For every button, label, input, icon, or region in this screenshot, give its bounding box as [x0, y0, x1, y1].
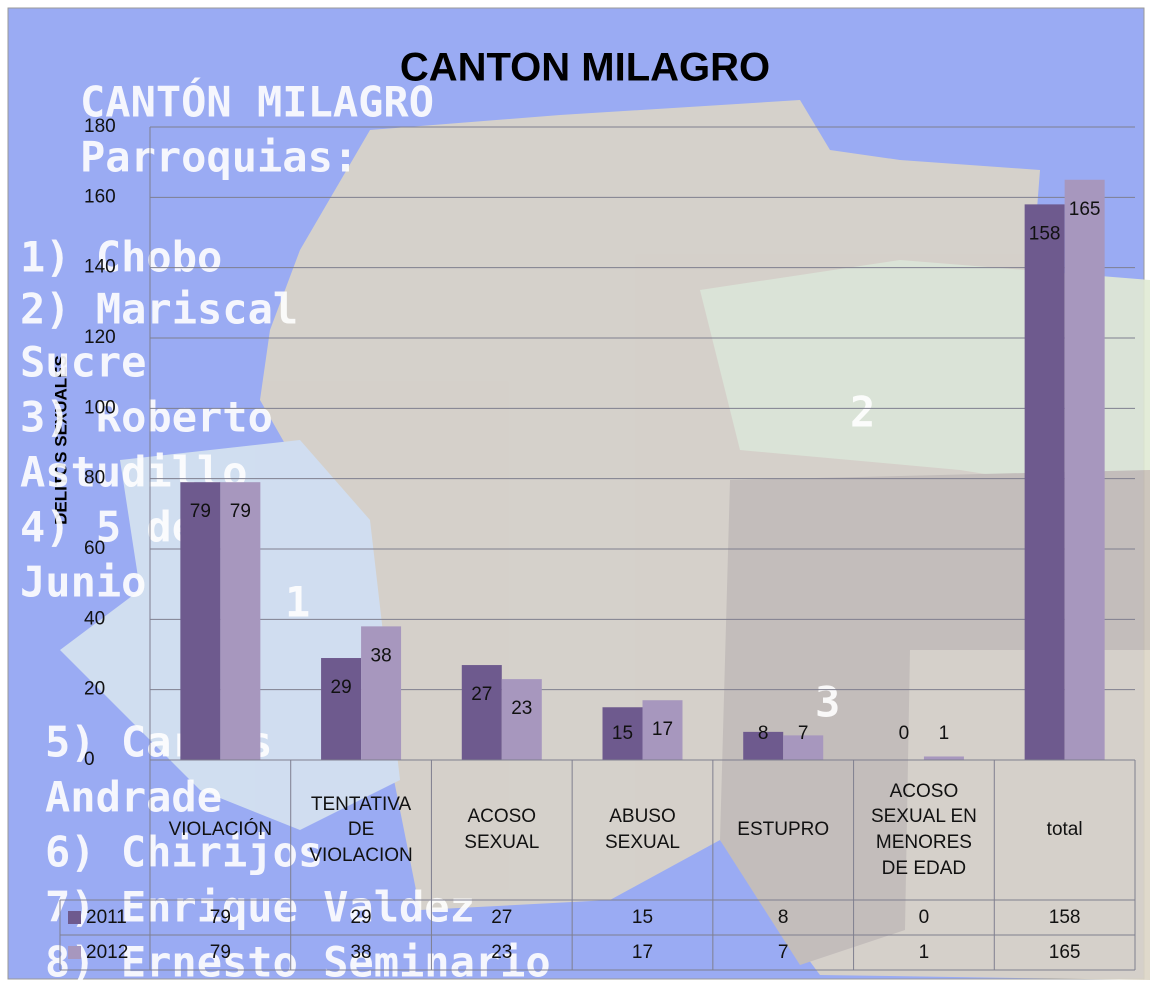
- table-value: 8: [777, 906, 789, 928]
- legend-label: 2011: [86, 906, 127, 928]
- map-label: Andrade: [45, 773, 222, 822]
- table-value: 1: [918, 941, 930, 963]
- category-header: VIOLACIÓN: [168, 819, 273, 841]
- data-table: [59, 759, 1136, 971]
- y-tick-label: 140: [84, 257, 116, 278]
- data-label: 79: [190, 501, 211, 522]
- legend-swatch: [68, 946, 81, 959]
- y-tick-label: 60: [84, 538, 105, 559]
- y-tick-label: 100: [84, 397, 116, 418]
- bar: [461, 665, 502, 760]
- table-value: 158: [1048, 906, 1081, 928]
- table-value: 165: [1048, 941, 1081, 963]
- table-value: 0: [918, 906, 930, 928]
- bar: [1024, 204, 1065, 760]
- map-label: 2: [850, 388, 875, 437]
- map-label: 1: [285, 578, 310, 627]
- table-value: 27: [491, 906, 513, 928]
- y-tick-label: 20: [84, 679, 105, 700]
- y-tick-label: 180: [84, 116, 116, 137]
- map-label: 1) Chobo: [20, 233, 222, 282]
- legend-label: 2012: [86, 941, 129, 963]
- data-label: 23: [511, 698, 532, 719]
- table-value: 29: [350, 906, 372, 928]
- bar: [361, 626, 402, 760]
- map-label: 2) Mariscal: [20, 285, 298, 334]
- map-label: CANTÓN MILAGRO: [80, 77, 434, 127]
- category-header: total: [1046, 819, 1083, 841]
- map-label: 6) Chirijos: [45, 828, 323, 877]
- bar: [602, 707, 643, 760]
- table-value: 79: [209, 906, 231, 928]
- data-label: 17: [652, 719, 673, 740]
- map-label: Sucre: [20, 338, 146, 387]
- map-label: Parroquias:: [80, 133, 358, 182]
- table-value: 38: [350, 941, 372, 963]
- table-value: 15: [631, 906, 654, 928]
- data-label: 29: [331, 677, 352, 698]
- bar: [642, 700, 683, 760]
- bar: [220, 482, 261, 760]
- data-label: 1: [939, 723, 950, 744]
- bar: [783, 735, 824, 760]
- bar: [501, 679, 542, 760]
- bar: [1064, 179, 1105, 760]
- table-value: 17: [631, 941, 654, 963]
- bar: [743, 731, 784, 760]
- bar: [321, 658, 362, 760]
- map-label: Junio: [20, 558, 146, 607]
- y-tick-label: 0: [84, 749, 95, 770]
- y-tick-label: 80: [84, 468, 105, 489]
- table-value: 79: [209, 941, 231, 963]
- y-axis-title: DELITOS SEXUALES: [51, 355, 70, 525]
- data-label: 27: [471, 684, 492, 705]
- map-label: 7) Enrique Valdez: [45, 883, 475, 932]
- chart-title: CANTON MILAGRO: [400, 46, 770, 90]
- map-label: 8) Ernesto Seminario: [45, 938, 551, 987]
- y-tick-label: 160: [84, 186, 116, 207]
- map-label: 3) Roberto: [20, 393, 273, 442]
- y-tick-label: 40: [84, 608, 105, 629]
- category-header: ACOSO SEXUAL EN MENORES DE EDAD: [870, 780, 977, 879]
- map-label: 3: [815, 678, 840, 727]
- data-label: 38: [371, 645, 392, 666]
- legend-swatch: [68, 911, 81, 924]
- table-value: 23: [491, 941, 513, 963]
- data-label: 165: [1069, 199, 1101, 220]
- data-label: 15: [612, 723, 633, 744]
- bar: [923, 756, 964, 760]
- category-header: TENTATIVA DE VIOLACION: [309, 793, 413, 866]
- bar: [180, 482, 221, 760]
- y-tick-label: 120: [84, 327, 116, 348]
- data-label: 79: [230, 501, 251, 522]
- category-header: ACOSO SEXUAL: [464, 806, 540, 853]
- category-header: ABUSO SEXUAL: [605, 806, 680, 853]
- table-value: 7: [777, 941, 789, 963]
- data-label: 0: [899, 723, 910, 744]
- data-label: 7: [798, 723, 809, 744]
- data-label: 158: [1029, 223, 1061, 244]
- data-label: 8: [758, 723, 769, 744]
- category-header: ESTUPRO: [737, 819, 830, 841]
- map-label: 4) 5 de: [20, 503, 197, 552]
